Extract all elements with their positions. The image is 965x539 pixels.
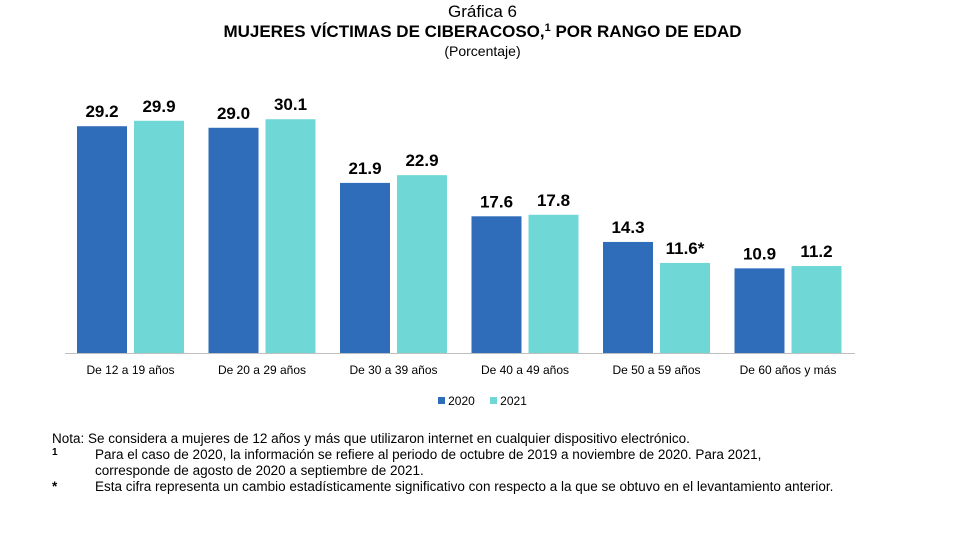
data-label-2020-1: 29.0: [217, 104, 250, 123]
data-label-2020-4: 14.3: [611, 218, 644, 237]
chart-title-main: MUJERES VÍCTIMAS DE CIBERACOSO,: [223, 22, 545, 41]
title-footnote-marker: 1: [544, 22, 551, 34]
note-main-label: Nota:: [52, 431, 85, 446]
bar-2021-4: [660, 262, 710, 353]
category-label-1: De 20 a 29 años: [218, 363, 306, 377]
category-label-3: De 40 a 49 años: [481, 363, 569, 377]
note-asterisk-label: *: [52, 479, 58, 494]
bar-chart: 29.2 29.9 De 12 a 19 años 29.0 30.1 De 20 a 2…: [65, 95, 855, 377]
bar-2020-4: [603, 241, 653, 353]
data-label-2021-0: 29.9: [142, 97, 175, 116]
bar-2021-2: [397, 175, 447, 353]
legend-item-2021: 2021: [490, 394, 527, 408]
category-label-5: De 60 años y más: [740, 363, 837, 377]
bar-2020-5: [734, 268, 785, 353]
bar-2020-2: [340, 182, 390, 353]
chart-title: MUJERES VÍCTIMAS DE CIBERACOSO,1 POR RAN…: [0, 22, 965, 42]
note-main-text: Se considera a mujeres de 12 años y más …: [88, 431, 690, 446]
chart-notes: Nota: Se considera a mujeres de 12 años …: [52, 431, 882, 495]
category-label-4: De 50 a 59 años: [612, 363, 700, 377]
legend-swatch-2021: [490, 397, 498, 404]
bar-2020-0: [77, 126, 127, 353]
chart-subtitle: (Porcentaje): [444, 43, 521, 59]
data-label-2021-3: 17.8: [537, 191, 570, 210]
data-label-2020-5: 10.9: [743, 244, 776, 263]
chart-legend: 2020 2021: [0, 393, 965, 408]
bar-2020-3: [471, 216, 522, 353]
bar-2021-1: [265, 119, 316, 354]
note-asterisk: * Esta cifra representa un cambio estadí…: [52, 479, 882, 495]
bar-2020-1: [208, 127, 259, 354]
note-asterisk-text: Esta cifra representa un cambio estadíst…: [95, 479, 834, 494]
data-label-2021-4: 11.6*: [666, 239, 705, 258]
legend-item-2020: 2020: [438, 394, 475, 408]
bar-2021-5: [791, 266, 842, 353]
data-label-2020-3: 17.6: [480, 192, 513, 211]
chart-kicker: Gráfica 6: [448, 2, 517, 21]
legend-swatch-2020: [438, 397, 446, 404]
chart-title-rest: POR RANGO DE EDAD: [555, 22, 742, 41]
data-label-2021-2: 22.9: [405, 151, 438, 170]
note-footnote-1-label: 1: [52, 447, 58, 458]
note-footnote-1-text: Para el caso de 2020, la información se …: [95, 447, 762, 478]
note-footnote-1: 1 Para el caso de 2020, la información s…: [52, 447, 882, 479]
note-main: Nota: Se considera a mujeres de 12 años …: [52, 431, 882, 447]
data-label-2021-1: 30.1: [274, 95, 307, 114]
data-label-2020-2: 21.9: [348, 159, 381, 178]
bar-2021-0: [134, 120, 184, 353]
legend-label-2021: 2021: [500, 393, 527, 408]
data-label-2021-5: 11.2: [800, 242, 832, 261]
legend-label-2020: 2020: [448, 393, 475, 408]
data-label-2020-0: 29.2: [85, 102, 118, 121]
category-label-2: De 30 a 39 años: [349, 363, 437, 377]
bar-2021-3: [528, 214, 579, 353]
category-label-0: De 12 a 19 años: [86, 363, 174, 377]
